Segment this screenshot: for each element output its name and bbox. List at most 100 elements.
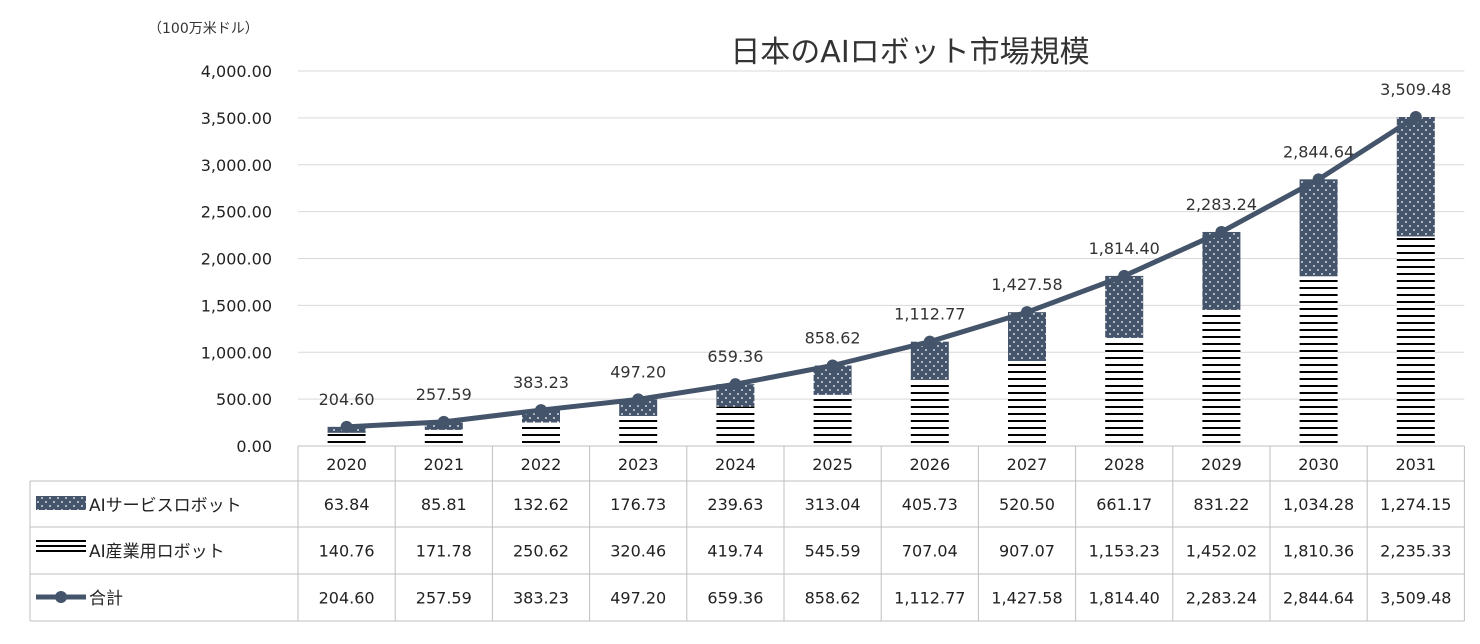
legend-key-industrial [36, 540, 86, 552]
x-category-label: 2021 [423, 455, 464, 474]
y-tick-label: 2,000.00 [201, 250, 272, 269]
table-cell: 171.78 [416, 542, 472, 561]
y-tick-label: 4,000.00 [201, 62, 272, 81]
bar-industrial [619, 415, 658, 446]
total-marker [1409, 110, 1422, 123]
total-data-label: 858.62 [805, 329, 861, 348]
x-category-label: 2026 [909, 455, 950, 474]
bars [327, 116, 1435, 446]
table-cell: 2,283.24 [1186, 589, 1257, 608]
total-marker [1312, 173, 1325, 186]
x-category-label: 2030 [1298, 455, 1339, 474]
table-cell: 419.74 [707, 542, 763, 561]
chart-title: 日本のAIロボット市場規模 [730, 35, 1089, 70]
total-data-label: 1,427.58 [991, 275, 1062, 294]
table-cell: 85.81 [421, 495, 467, 514]
total-data-label: 2,283.24 [1186, 195, 1257, 214]
bar-industrial [424, 429, 463, 446]
x-category-label: 2027 [1007, 455, 1048, 474]
total-data-label: 497.20 [610, 362, 666, 381]
total-marker [729, 378, 742, 391]
table-cell: 1,814.40 [1089, 589, 1160, 608]
bar-service [1008, 312, 1046, 361]
table-cell: 239.63 [707, 495, 763, 514]
legend-label-industrial: AI産業用ロボット [89, 542, 225, 562]
table-cell: 545.59 [805, 542, 861, 561]
y-tick-label: 1,000.00 [201, 343, 272, 362]
x-category-label: 2028 [1104, 455, 1145, 474]
x-category-label: 2023 [618, 455, 659, 474]
bar-industrial [813, 394, 852, 446]
total-marker [632, 393, 645, 406]
bar-service [716, 384, 755, 407]
total-marker [1118, 269, 1131, 282]
bar-industrial [910, 379, 949, 446]
total-data-label: 204.60 [319, 390, 375, 409]
table-cell: 520.50 [999, 495, 1055, 514]
total-line: 204.60 257.59 383.23 497.20 659.36 858.62 1,11… [319, 80, 1451, 433]
bar-industrial [327, 432, 366, 446]
table-cell: 176.73 [610, 495, 666, 514]
x-category-label: 2022 [521, 455, 562, 474]
total-data-label: 257.59 [416, 385, 472, 404]
bar-industrial [1008, 360, 1046, 446]
total-marker [1021, 306, 1033, 319]
total-data-label: 2,844.64 [1283, 142, 1354, 161]
table-cell: 132.62 [513, 495, 569, 514]
table-cell: 1,153.23 [1089, 542, 1160, 561]
table-cell: 250.62 [513, 542, 569, 561]
total-data-label: 383.23 [513, 373, 569, 392]
total-marker [535, 404, 547, 417]
table-cell: 2,235.33 [1380, 542, 1451, 561]
table-cell: 707.04 [902, 542, 958, 561]
y-axis: 0.00 500.00 1,000.00 1,500.00 2,000.00 2,500.… [201, 62, 272, 456]
total-line-path [344, 114, 1419, 430]
total-marker [923, 335, 936, 348]
total-data-label: 3,509.48 [1380, 80, 1451, 99]
table-cell: 383.23 [513, 589, 569, 608]
table-cell: 1,112.77 [894, 589, 965, 608]
y-tick-label: 2,500.00 [201, 203, 272, 222]
bar-industrial [1396, 236, 1435, 446]
table-cell: 907.07 [999, 542, 1055, 561]
total-marker [826, 359, 839, 372]
x-category-label: 2031 [1395, 455, 1436, 474]
total-marker [1215, 225, 1228, 238]
table-cell: 405.73 [902, 495, 958, 514]
x-category-label: 2020 [326, 455, 367, 474]
legend-key-line [36, 545, 86, 547]
x-category-label: 2024 [715, 455, 756, 474]
y-tick-label: 500.00 [216, 390, 272, 409]
table-cell: 1,427.58 [991, 589, 1062, 608]
bar-industrial [1105, 337, 1144, 446]
legend-key-service [36, 496, 86, 510]
gridlines [298, 70, 1465, 400]
table-cell: 63.84 [324, 495, 370, 514]
table-cell: 1,810.36 [1283, 542, 1354, 561]
bar-service [619, 399, 658, 416]
bar-service [1105, 275, 1144, 338]
table-cell: 1,452.02 [1186, 542, 1257, 561]
legend-label-service: AIサービスロボット [89, 496, 242, 516]
total-data-label: 1,112.77 [894, 305, 965, 324]
table-cell: 1,034.28 [1283, 495, 1354, 514]
legend-key-line [36, 540, 86, 542]
y-tick-label: 3,500.00 [201, 109, 272, 128]
bar-service [1396, 116, 1435, 237]
total-data-label: 659.36 [707, 347, 763, 366]
table-cell: 3,509.48 [1380, 589, 1451, 608]
table-cell: 320.46 [610, 542, 666, 561]
bar-industrial [522, 422, 560, 446]
table-cell: 204.60 [319, 589, 375, 608]
bar-industrial [1299, 276, 1338, 446]
table-cell: 831.22 [1193, 495, 1249, 514]
bar-service [1202, 231, 1241, 310]
y-tick-label: 3,000.00 [201, 156, 272, 175]
table-cell: 659.36 [707, 589, 763, 608]
x-category-label: 2025 [812, 455, 853, 474]
legend-label-total: 合計 [89, 589, 123, 609]
data-table: 2020 2021 2022 2023 2024 2025 2026 2027 2028 2029… [29, 445, 1465, 622]
table-cell: 858.62 [805, 589, 861, 608]
total-marker [437, 415, 450, 428]
